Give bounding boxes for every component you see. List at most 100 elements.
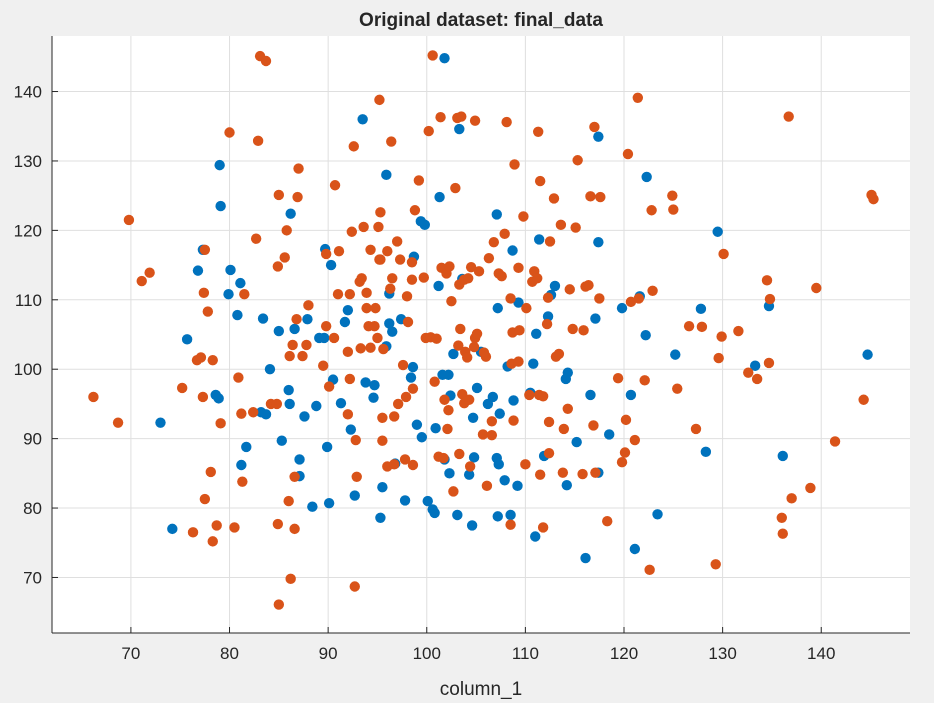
data-point-series-1 [604, 429, 615, 440]
data-point-series-2 [237, 476, 248, 487]
data-point-series-1 [507, 245, 518, 256]
data-point-series-2 [197, 391, 209, 403]
data-point-series-1 [471, 382, 483, 394]
data-point-series-2 [289, 523, 300, 535]
data-point-series-2 [572, 155, 583, 166]
data-point-series-2 [524, 389, 535, 401]
data-point-series-2 [761, 275, 773, 286]
data-point-series-2 [483, 252, 495, 264]
data-point-series-2 [733, 325, 744, 337]
data-point-series-1 [641, 171, 652, 183]
data-point-series-1 [429, 507, 440, 519]
data-point-series-1 [257, 313, 269, 324]
data-point-series-2 [446, 295, 457, 307]
data-point-series-1 [307, 501, 318, 512]
data-point-series-2 [374, 94, 385, 106]
data-point-series-2 [344, 373, 356, 385]
data-point-series-2 [513, 262, 524, 274]
data-point-series-1 [468, 452, 480, 463]
data-point-series-2 [443, 404, 454, 416]
data-point-series-1 [264, 364, 276, 375]
data-point-series-2 [250, 233, 262, 244]
data-point-series-2 [423, 125, 434, 137]
data-point-series-2 [646, 205, 657, 216]
data-point-series-2 [273, 599, 285, 610]
data-point-series-2 [236, 408, 247, 419]
data-point-series-1 [407, 361, 419, 373]
data-point-series-2 [461, 352, 473, 363]
data-point-series-2 [450, 182, 461, 194]
data-point-series-1 [276, 435, 287, 446]
data-point-series-1 [349, 490, 360, 501]
data-point-series-2 [407, 459, 419, 471]
data-point-series-1 [302, 314, 313, 325]
data-point-series-2 [588, 420, 599, 431]
data-point-series-1 [192, 265, 204, 276]
data-point-series-1 [499, 475, 510, 486]
data-point-series-1 [670, 349, 681, 360]
data-point-series-2 [829, 436, 841, 447]
data-point-series-2 [718, 248, 729, 260]
data-point-series-1 [167, 523, 178, 535]
data-point-series-2 [361, 287, 372, 299]
data-point-series-1 [405, 372, 417, 383]
data-point-series-2 [442, 423, 453, 435]
data-point-series-2 [639, 375, 650, 386]
data-point-series-2 [365, 342, 376, 353]
data-point-series-1 [777, 450, 788, 462]
data-point-series-2 [514, 325, 525, 336]
data-point-series-2 [361, 302, 372, 314]
data-point-series-2 [743, 367, 754, 378]
data-point-series-2 [620, 414, 632, 426]
data-point-series-2 [667, 190, 678, 201]
data-point-series-1 [223, 289, 234, 300]
data-point-series-1 [375, 512, 386, 523]
data-point-series-2 [465, 261, 477, 273]
data-point-series-2 [332, 289, 344, 300]
data-point-series-1 [214, 159, 225, 171]
data-point-series-2 [488, 236, 500, 248]
data-point-series-2 [543, 416, 555, 428]
data-point-series-1 [411, 419, 423, 430]
data-point-series-1 [285, 208, 296, 219]
data-point-series-1 [387, 326, 398, 337]
y-tick-label: 130 [14, 152, 42, 171]
data-point-series-1 [284, 398, 295, 410]
data-point-series-2 [413, 175, 425, 186]
data-point-series-1 [357, 114, 368, 125]
data-point-series-2 [690, 423, 702, 435]
data-point-series-2 [394, 254, 406, 265]
data-point-series-1 [493, 459, 504, 470]
x-axis-label: column_1 [440, 679, 522, 700]
data-point-series-2 [763, 357, 775, 369]
data-point-series-2 [375, 254, 386, 265]
y-tick-label: 80 [23, 499, 42, 518]
y-tick-label: 120 [14, 221, 42, 240]
data-point-series-2 [590, 467, 601, 478]
data-point-series-1 [695, 303, 707, 315]
data-point-series-2 [783, 111, 794, 122]
data-point-series-2 [537, 391, 549, 402]
data-point-series-1 [491, 209, 502, 220]
data-point-series-1 [640, 329, 651, 341]
data-point-series-1 [399, 495, 411, 506]
data-point-series-2 [344, 289, 356, 300]
data-point-series-1 [360, 377, 371, 388]
data-point-series-2 [301, 339, 312, 351]
chart-title: Original dataset: final_data [359, 10, 603, 31]
data-point-series-2 [435, 112, 446, 123]
data-point-series-2 [619, 447, 631, 458]
y-tick-label: 100 [14, 360, 42, 379]
data-point-series-2 [303, 300, 314, 311]
data-point-series-2 [462, 273, 474, 284]
data-point-series-1 [289, 323, 300, 335]
data-point-series-2 [88, 391, 99, 403]
data-point-series-2 [508, 415, 519, 426]
data-point-series-2 [521, 302, 532, 314]
data-point-series-1 [318, 332, 330, 344]
data-point-series-2 [292, 191, 303, 203]
data-point-series-2 [211, 520, 222, 531]
data-point-series-1 [323, 497, 335, 509]
data-point-series-1 [700, 446, 712, 458]
data-point-series-2 [247, 407, 259, 418]
